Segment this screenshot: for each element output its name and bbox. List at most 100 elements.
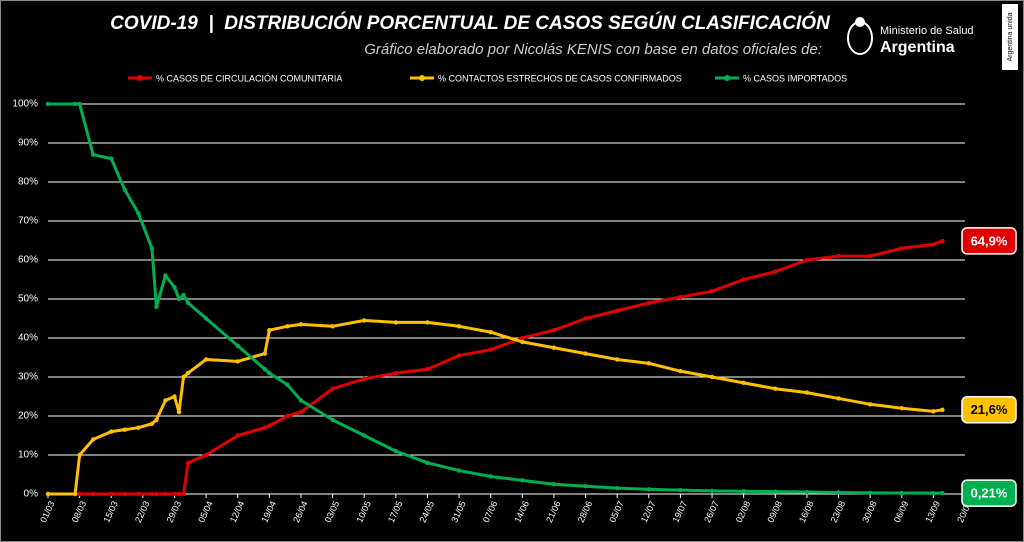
data-point — [520, 335, 525, 341]
title: COVID-19 | DISTRIBUCIÓN PORCENTUAL DE CA… — [110, 12, 831, 34]
subtitle: Gráfico elaborado por Nicolás KENIS con … — [364, 41, 822, 58]
data-point — [488, 474, 493, 479]
data-point — [931, 409, 936, 414]
data-point — [298, 322, 304, 327]
legend-marker — [724, 75, 730, 81]
data-point — [867, 490, 873, 496]
data-point — [185, 370, 191, 376]
data-point — [90, 152, 96, 157]
data-point — [330, 324, 335, 329]
data-point — [940, 238, 945, 244]
data-point — [176, 296, 182, 302]
data-point — [709, 374, 715, 380]
data-point — [614, 357, 620, 362]
data-point — [163, 398, 168, 403]
data-point — [614, 308, 620, 313]
data-point — [520, 339, 525, 345]
data-point — [267, 423, 272, 428]
y-tick-label: 0% — [24, 489, 39, 500]
data-point — [899, 490, 904, 496]
logo: Ministerio de Salud Argentina — [847, 17, 974, 56]
data-point — [741, 489, 746, 494]
data-point — [646, 300, 651, 306]
data-point — [45, 101, 51, 107]
y-tick-label: 40% — [18, 333, 38, 344]
data-point — [520, 478, 525, 483]
logo-text: Argentina — [880, 39, 955, 56]
legend-label: % CASOS DE CIRCULACIÓN COMUNITARIA — [156, 73, 342, 83]
data-point — [77, 101, 82, 107]
legend-label: % CONTACTOS ESTRECHOS DE CASOS CONFIRMAD… — [438, 73, 682, 83]
data-point — [488, 329, 493, 335]
data-point — [614, 485, 620, 491]
data-point — [90, 491, 96, 497]
data-point — [149, 421, 155, 426]
data-point — [172, 491, 177, 497]
data-point — [235, 343, 240, 348]
data-point — [176, 491, 182, 497]
data-point — [393, 448, 399, 454]
side-tag-box — [1002, 4, 1018, 70]
logo-sun — [855, 17, 865, 27]
data-point — [678, 294, 683, 300]
data-point — [393, 320, 399, 325]
data-point — [136, 491, 141, 497]
data-point — [185, 300, 191, 306]
legend-marker — [419, 75, 425, 81]
data-point — [77, 452, 82, 458]
data-point — [867, 253, 873, 259]
data-point — [136, 425, 141, 430]
data-point — [425, 320, 430, 325]
data-point — [262, 351, 268, 356]
data-point — [267, 328, 272, 333]
data-point — [899, 406, 904, 411]
data-point — [109, 156, 114, 161]
data-point — [456, 468, 462, 473]
data-point — [804, 390, 810, 395]
data-point — [940, 407, 945, 412]
end-label-box — [961, 396, 1017, 424]
data-point — [298, 398, 304, 403]
logo-text: Ministerio de Salud — [880, 25, 974, 37]
y-tick-label: 30% — [18, 372, 38, 383]
data-point — [551, 345, 557, 350]
data-point — [267, 370, 272, 376]
data-point — [425, 460, 430, 465]
data-point — [109, 491, 114, 497]
data-point — [262, 425, 268, 430]
data-point — [362, 376, 367, 382]
data-point — [298, 409, 304, 415]
data-point — [583, 484, 588, 489]
data-point — [488, 347, 493, 352]
data-point — [154, 491, 159, 497]
data-point — [583, 316, 588, 321]
data-point — [72, 101, 78, 107]
data-point — [72, 491, 78, 497]
data-point — [456, 353, 462, 358]
data-point — [804, 257, 810, 263]
data-point — [235, 359, 240, 364]
data-point — [646, 361, 651, 366]
side-tag: Argentina unida — [1007, 12, 1014, 61]
data-point — [149, 246, 155, 251]
data-point — [741, 277, 746, 282]
data-point — [109, 429, 114, 434]
data-point — [836, 490, 841, 495]
y-tick-label: 80% — [18, 177, 38, 188]
data-point — [773, 489, 778, 494]
data-point — [203, 357, 209, 362]
data-point — [122, 427, 127, 432]
data-point — [867, 402, 873, 407]
data-point — [678, 487, 683, 493]
data-point — [285, 413, 290, 419]
data-point — [185, 460, 191, 465]
data-point — [181, 374, 186, 380]
y-tick-label: 10% — [18, 450, 38, 461]
data-point — [678, 368, 683, 374]
data-point — [181, 292, 186, 298]
data-point — [172, 285, 177, 290]
data-point — [836, 396, 841, 401]
y-tick-label: 20% — [18, 411, 38, 422]
data-point — [646, 487, 651, 492]
